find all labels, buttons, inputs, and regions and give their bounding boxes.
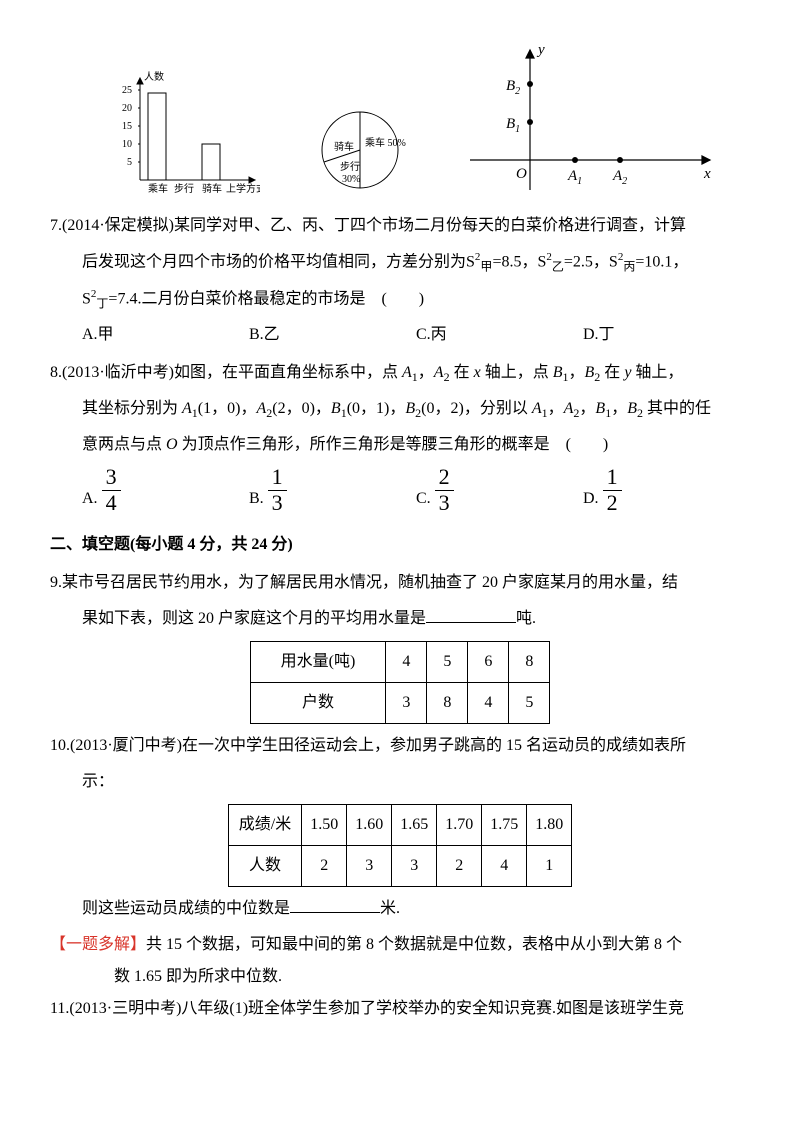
svg-text:10: 10 (122, 139, 132, 150)
svg-text:步行: 步行 (174, 182, 194, 195)
svg-text:人数: 人数 (144, 70, 164, 83)
q8-opt-a: A.34 (82, 465, 249, 514)
q8-line1: 8.(2013·临沂中考)如图，在平面直角坐标系中，点 A1，A2 在 x 轴上… (82, 357, 750, 389)
svg-text:B2: B2 (506, 78, 520, 97)
svg-text:15: 15 (122, 121, 132, 132)
q9-table: 用水量(吨) 4 5 6 8 户数 3 8 4 5 (250, 641, 551, 724)
coord-plane: y x O A1 A2 B1 B2 (460, 40, 720, 200)
q7-line2: 后发现这个月四个市场的价格平均值相同，方差分别为S2甲=8.5，S2乙=2.5，… (82, 246, 750, 279)
q10-blank (290, 896, 380, 913)
q7-opt-b: B.乙 (249, 319, 416, 351)
bar-chart: 5 10 15 20 25 人数 乘车 步行 骑车 上学方式 (110, 70, 260, 200)
q8-options: A.34 B.13 C.23 D.12 (82, 465, 750, 514)
svg-text:30%: 30% (342, 174, 360, 185)
svg-text:O: O (516, 166, 527, 182)
q8-opt-c: C.23 (416, 465, 583, 514)
q7-opt-d: D.丁 (583, 319, 750, 351)
q10-line3: 则这些运动员成绩的中位数是米. (82, 893, 750, 925)
section-2-header: 二、填空题(每小题 4 分，共 24 分) (50, 529, 750, 561)
svg-text:A2: A2 (612, 168, 627, 187)
svg-text:20: 20 (122, 103, 132, 114)
q11-line1: 11.(2013·三明中考)八年级(1)班全体学生参加了学校举办的安全知识竞赛.… (82, 993, 750, 1025)
note-label: 【一题多解】 (50, 936, 146, 953)
q7-opt-a: A.甲 (82, 319, 249, 351)
q7-options: A.甲 B.乙 C.丙 D.丁 (82, 319, 750, 351)
q10-note-line2: 数 1.65 即为所求中位数. (114, 961, 750, 993)
svg-text:上学方式: 上学方式 (226, 182, 260, 195)
q8-line3: 意两点与点 O 为顶点作三角形，所作三角形是等腰三角形的概率是 ( ) (82, 429, 750, 461)
q9-line1: 9.某市号召居民节约用水，为了解居民用水情况，随机抽查了 20 户家庭某月的用水… (82, 567, 750, 599)
svg-text:乘车 50%: 乘车 50% (365, 136, 406, 149)
q7-line1: 7.(2014·保定模拟)某同学对甲、乙、丙、丁四个市场二月份每天的白菜价格进行… (82, 210, 750, 242)
q8-line2: 其坐标分别为 A1(1，0)，A2(2，0)，B1(0，1)，B2(0，2)，分… (82, 393, 750, 425)
q10-note-line1: 【一题多解】共 15 个数据，可知最中间的第 8 个数据就是中位数，表格中从小到… (50, 929, 750, 961)
pie-chart: 乘车 50% 骑车 步行 30% (310, 100, 410, 200)
svg-text:乘车: 乘车 (148, 182, 168, 195)
q8-opt-b: B.13 (249, 465, 416, 514)
svg-text:骑车: 骑车 (202, 182, 222, 195)
svg-text:y: y (536, 42, 545, 58)
svg-text:步行: 步行 (340, 160, 360, 173)
q7-opt-c: C.丙 (416, 319, 583, 351)
svg-text:25: 25 (122, 85, 132, 96)
svg-text:B1: B1 (506, 116, 520, 135)
svg-text:A1: A1 (567, 168, 582, 187)
q10-line2: 示： (82, 766, 750, 798)
svg-text:5: 5 (127, 157, 132, 168)
svg-text:x: x (703, 166, 711, 182)
q9-blank (426, 606, 516, 623)
q10-table: 成绩/米 1.50 1.60 1.65 1.70 1.75 1.80 人数 2 … (228, 804, 572, 887)
q10-line1: 10.(2013·厦门中考)在一次中学生田径运动会上，参加男子跳高的 15 名运… (82, 730, 750, 762)
svg-text:骑车: 骑车 (334, 140, 354, 153)
q7-line3: S2丁=7.4.二月份白菜价格最稳定的市场是 ( ) (82, 283, 750, 316)
q9-line2: 果如下表，则这 20 户家庭这个月的平均用水量是吨. (82, 603, 750, 635)
figure-row: 5 10 15 20 25 人数 乘车 步行 骑车 上学方式 乘车 50% 骑车… (50, 40, 750, 210)
q8-opt-d: D.12 (583, 465, 750, 514)
